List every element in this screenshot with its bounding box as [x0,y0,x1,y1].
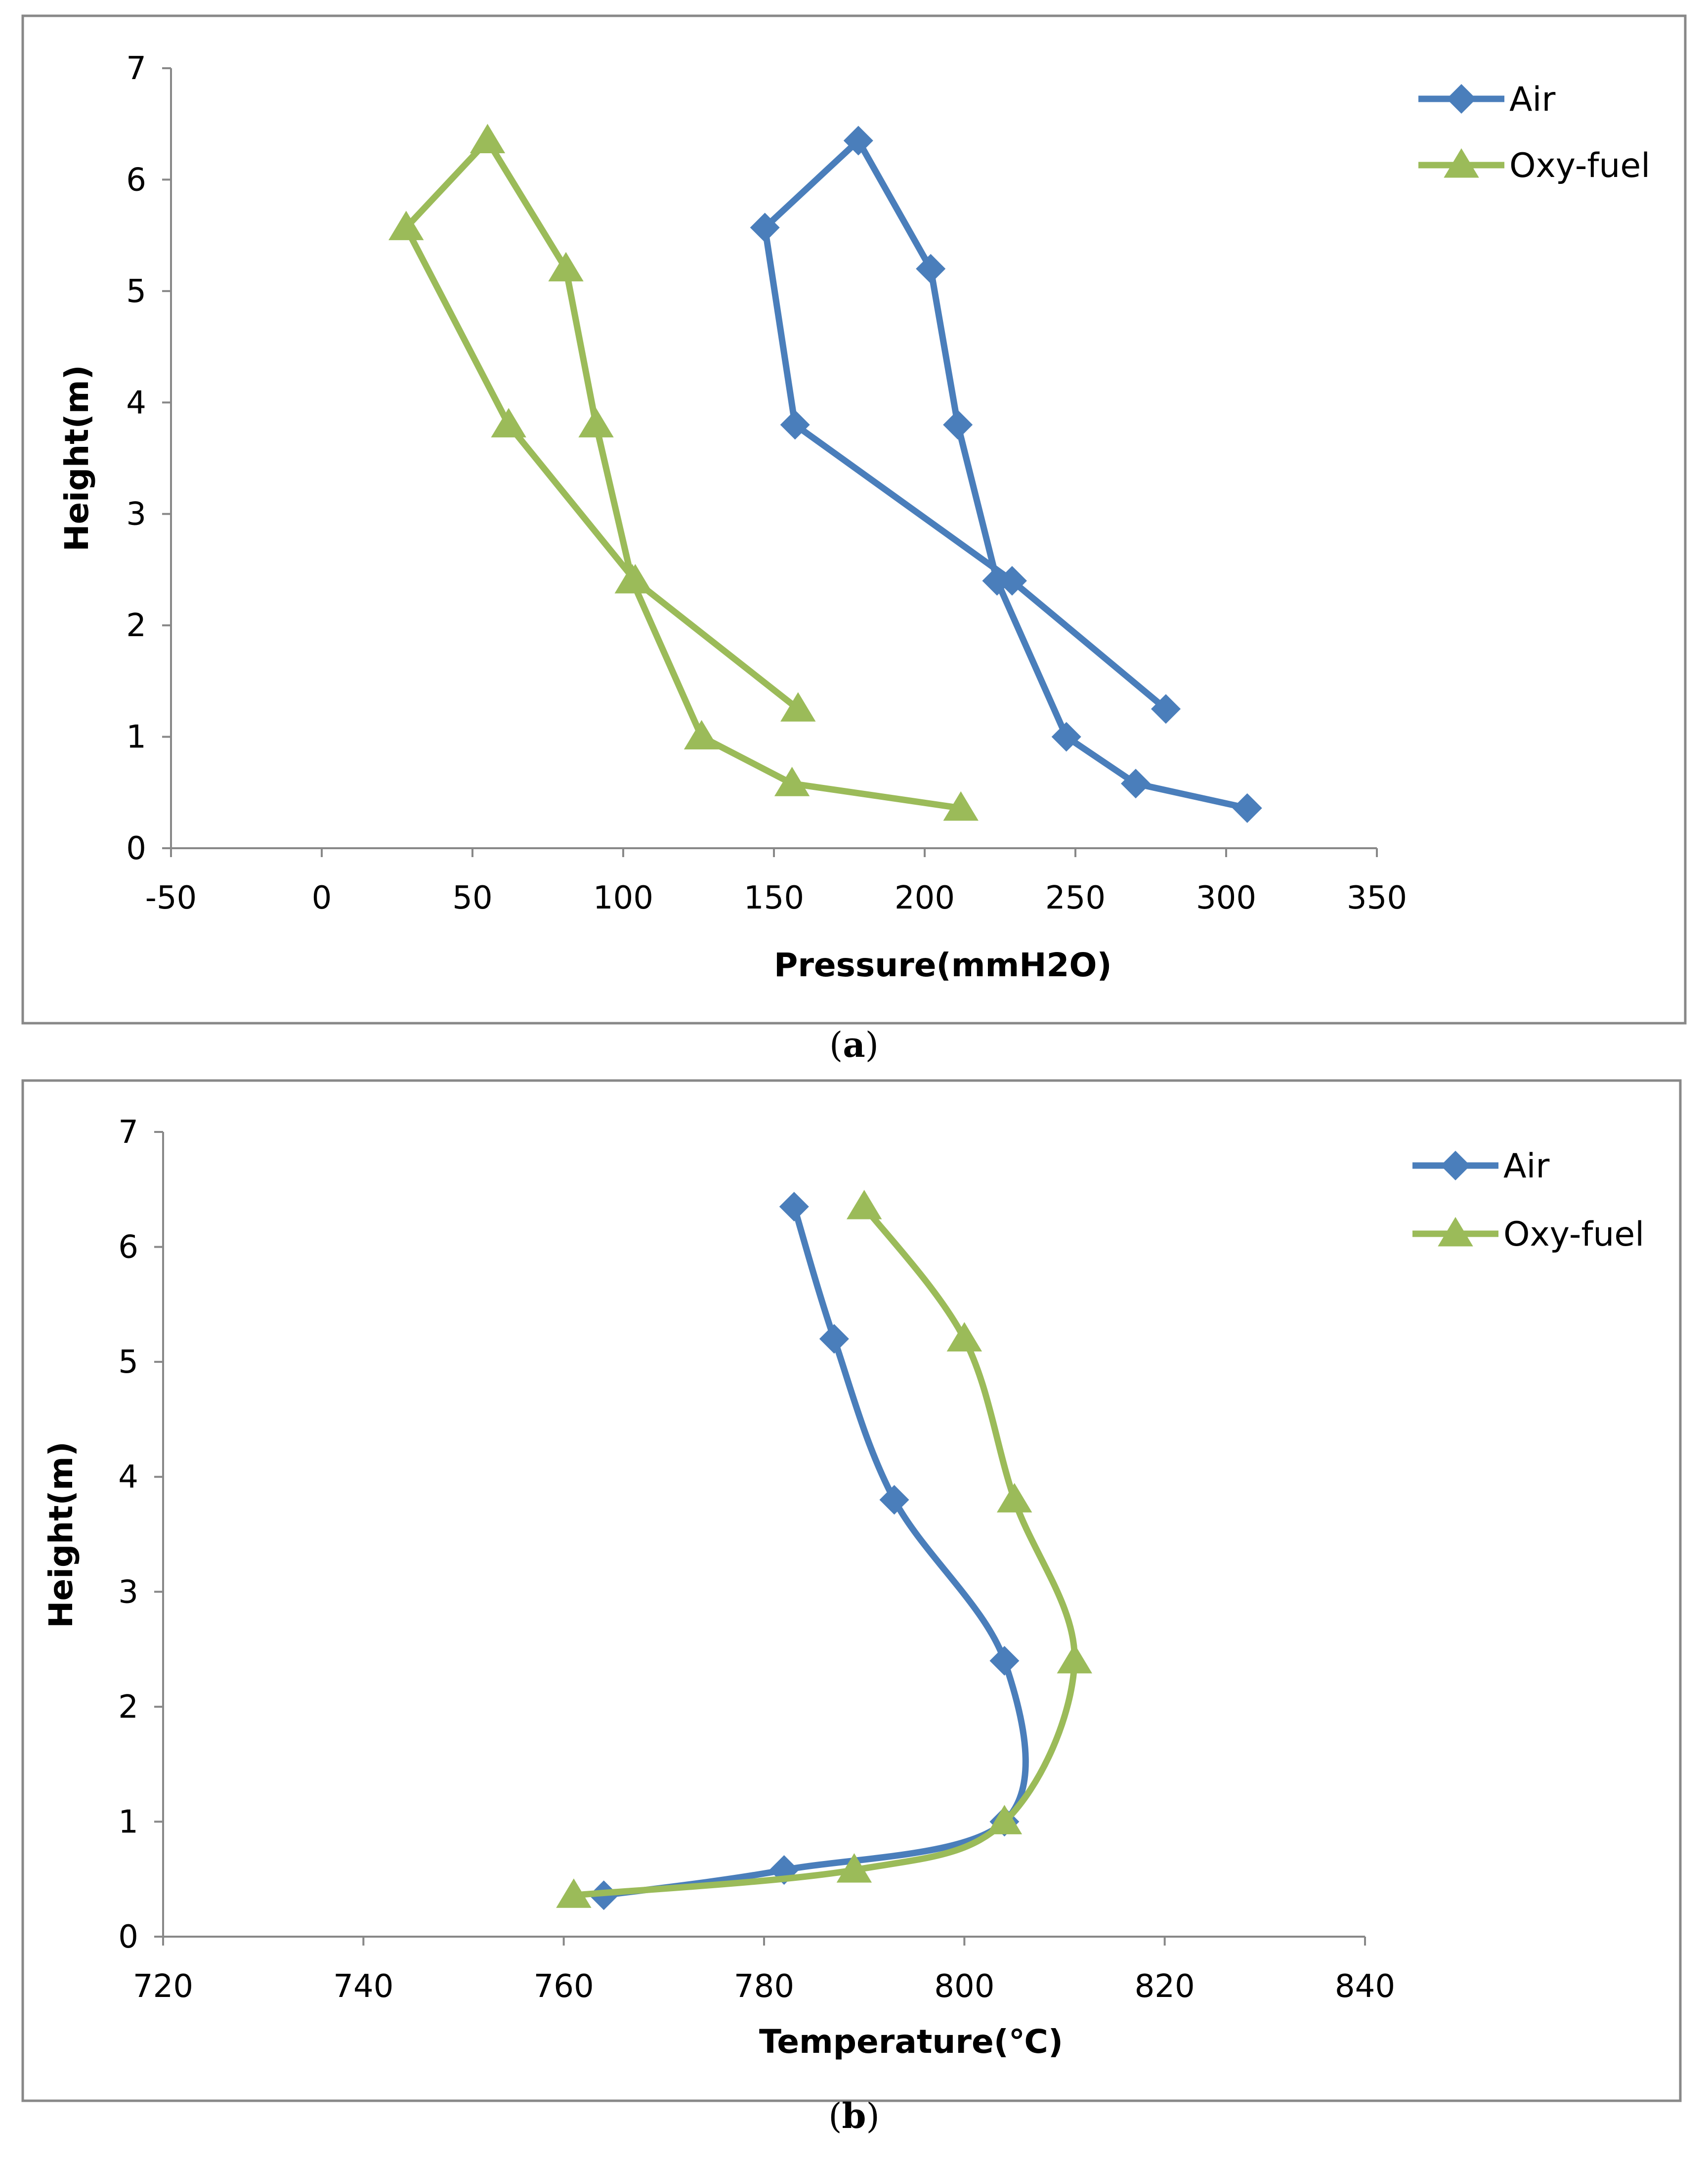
x-tick-label: 800 [934,1968,994,2005]
y-tick-label: 1 [126,719,146,756]
legend-entry: Oxy-fuel [1418,146,1650,185]
data-point [1151,694,1181,724]
y-tick-label: 6 [118,1229,138,1266]
legend-label: Air [1503,1147,1549,1186]
y-tick-label: 5 [118,1344,138,1381]
legend-entry: Oxy-fuel [1412,1215,1644,1254]
data-point [916,254,946,284]
data-point [1057,1644,1092,1674]
legend-marker [1447,84,1476,114]
caption-letter: a [843,1024,865,1065]
x-tick-label: 350 [1347,880,1407,916]
y-tick-label: 2 [126,607,146,644]
data-point [750,213,780,243]
data-point [780,692,816,722]
x-tick-label: 760 [534,1968,594,2005]
x-tick-label: 200 [895,880,955,916]
data-point [989,1646,1020,1676]
x-tick-label: 780 [734,1968,794,2005]
x-tick-label: 300 [1196,880,1256,916]
y-tick-label: 7 [126,50,146,87]
y-tick-label: 6 [126,162,146,198]
chart-a: 0 1 2 3 4 5 6 7 -50 0 50 100 150 200 250 300 350 Pressure… [21,14,1687,1065]
data-point [617,563,653,594]
chart-b: 0 1 2 3 4 5 6 7 720 740 760 780 800 820 840 Temperature… [21,1079,1682,2136]
data-point [846,1190,882,1219]
y-tick-label: 3 [126,496,146,533]
data-point [779,1192,809,1222]
data-point [470,124,506,154]
y-tick-label: 3 [118,1574,138,1610]
legend-marker [1438,1217,1473,1247]
legend-label: Oxy-fuel [1509,146,1650,185]
data-point [943,791,979,821]
y-axis-title: Height(m) [42,1441,80,1628]
data-point [997,565,1027,596]
data-point [836,1853,872,1883]
x-tick-label: 840 [1335,1968,1395,2005]
x-tick-label: 720 [133,1968,193,2005]
data-point [548,252,584,282]
data-point [946,1322,982,1352]
y-tick-label: 4 [118,1459,138,1496]
data-point [388,211,424,240]
data-point [578,408,614,437]
series-air [750,126,1262,823]
y-axis-title: Height(m) [58,365,96,552]
series-oxy-fuel [556,1190,1092,1908]
chart-frame [21,14,1687,1025]
y-tick-label: 4 [126,385,146,421]
data-point [943,410,973,440]
data-point [1232,793,1262,823]
data-point [843,126,873,156]
series-oxy-fuel [388,124,979,821]
y-tick-label: 5 [126,273,146,310]
x-tick-label: 0 [312,880,332,916]
x-tick-label: 100 [593,880,653,916]
caption-letter: b [842,2095,866,2136]
chart-frame [21,1079,1682,2102]
data-point [774,767,810,796]
x-tick-label: 250 [1045,880,1106,916]
legend-label: Oxy-fuel [1503,1215,1644,1254]
data-point [556,1878,592,1908]
x-axis-title: Pressure(mmH2O) [774,946,1112,984]
y-tick-label: 0 [118,1919,138,1955]
data-point [982,565,1012,596]
legend-entry: Air [1418,80,1555,119]
figure-caption: (a) [829,1024,879,1065]
y-tick-label: 7 [118,1114,138,1151]
data-point [780,410,810,440]
data-point [491,408,526,437]
data-point [683,720,720,750]
y-tick-label: 1 [118,1804,138,1840]
figure-caption: (b) [828,2095,880,2136]
x-tick-label: -50 [145,880,197,916]
data-point [819,1324,849,1354]
x-axis-title: Temperature(℃) [759,2023,1063,2061]
y-tick-label: 0 [126,830,146,867]
legend-entry: Air [1412,1147,1549,1186]
data-point [1121,769,1151,799]
x-tick-label: 50 [452,880,492,916]
y-tick-label: 2 [118,1689,138,1726]
legend-marker [1444,148,1479,178]
legend-marker [1441,1151,1470,1180]
data-point [986,1805,1023,1834]
data-point [996,1483,1032,1513]
x-tick-label: 820 [1135,1968,1195,2005]
legend-label: Air [1509,80,1555,119]
x-tick-label: 150 [744,880,804,916]
data-point [879,1485,909,1515]
data-point [1051,722,1081,752]
x-tick-label: 740 [333,1968,393,2005]
